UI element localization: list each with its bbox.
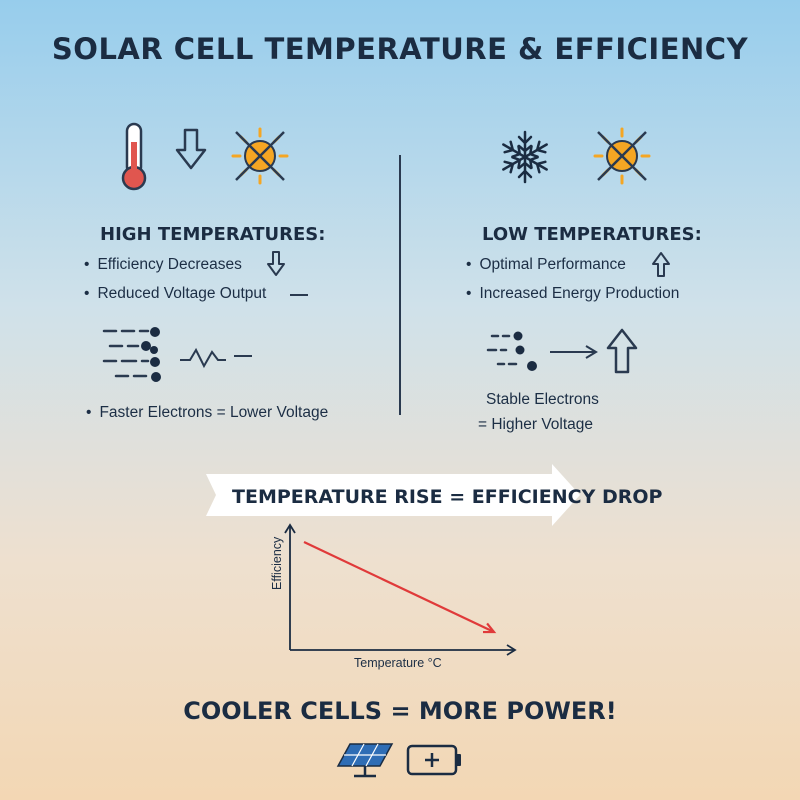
down-arrow-icon <box>267 251 285 276</box>
low-electron-note-line2: = Higher Voltage <box>478 416 594 433</box>
low-electron-note-line1: Stable Electrons <box>486 391 599 408</box>
banner-text: TEMPERATURE RISE = EFFICIENCY DROP <box>232 486 663 508</box>
up-arrow-icon <box>652 252 670 277</box>
y-axis-label: Efficiency <box>270 536 284 590</box>
bullet-text: Optimal Performance <box>479 256 626 273</box>
page-title: SOLAR CELL TEMPERATURE & EFFICIENCY <box>51 32 749 66</box>
solar-panel-icon <box>336 743 394 778</box>
note-text: Faster Electrons = Lower Voltage <box>99 404 329 421</box>
section-divider <box>399 155 401 415</box>
low-bullet-performance: • Optimal Performance <box>466 256 626 273</box>
bullet-text: Increased Energy Production <box>479 285 680 302</box>
high-electron-note: • Faster Electrons = Lower Voltage <box>86 404 329 421</box>
snowflake-icon <box>499 130 551 184</box>
trend-line-arrowhead <box>482 622 497 634</box>
high-bullet-voltage: • Reduced Voltage Output <box>84 285 267 302</box>
fast-electrons-icon <box>102 327 252 382</box>
low-temp-heading: LOW TEMPERATURES: <box>482 224 702 245</box>
bullet-text: Reduced Voltage Output <box>97 285 267 302</box>
high-bullet-efficiency: • Efficiency Decreases <box>84 256 242 273</box>
stable-electrons-icon <box>486 328 638 374</box>
trend-line <box>303 541 495 633</box>
low-bullet-energy: • Increased Energy Production <box>466 285 680 302</box>
bullet-text: Efficiency Decreases <box>97 256 242 273</box>
x-axis-label: Temperature °C <box>354 656 442 670</box>
high-temp-heading: HIGH TEMPERATURES: <box>100 224 326 245</box>
sun-crossed-icon <box>231 127 289 185</box>
sun-crossed-icon <box>593 127 651 185</box>
battery-icon <box>406 744 461 776</box>
y-axis-arrowhead <box>284 523 296 534</box>
thermometer-icon <box>121 122 147 191</box>
footer-slogan: COOLER CELLS = MORE POWER! <box>183 697 617 725</box>
x-axis-arrowhead <box>506 644 517 656</box>
dash-icon <box>290 294 308 296</box>
down-arrow-icon <box>175 128 207 170</box>
banner-arrow <box>206 464 580 526</box>
